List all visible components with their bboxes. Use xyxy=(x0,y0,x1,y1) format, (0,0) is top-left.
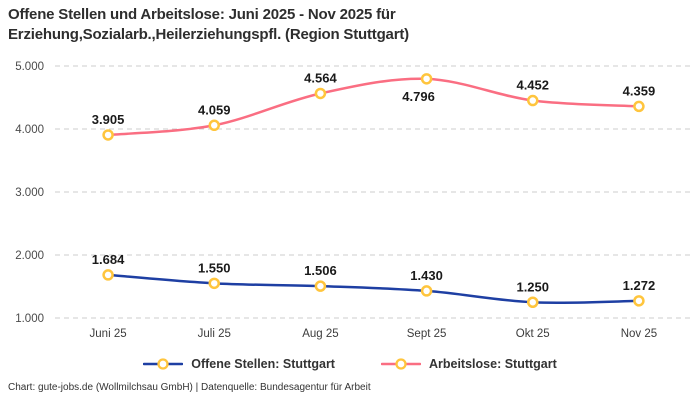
data-point-label: 1.430 xyxy=(410,268,443,283)
data-point-label: 1.684 xyxy=(92,252,125,267)
line-chart-plot: 1.000 2.000 3.000 4.000 5.000 Juni 25 Juli 25 A… xyxy=(15,61,692,340)
data-point-marker-offene-stellen-stuttgart[interactable] xyxy=(633,295,645,307)
legend-label: Arbeitslose: Stuttgart xyxy=(428,357,557,371)
data-point-label: 4.452 xyxy=(516,78,549,93)
x-axis-tick-label: Nov 25 xyxy=(621,328,657,340)
data-point-label: 1.550 xyxy=(198,260,231,275)
data-point-label: 3.905 xyxy=(92,112,125,127)
data-point-marker-offene-stellen-stuttgart[interactable] xyxy=(527,296,539,308)
y-axis-tick-label: 4.000 xyxy=(15,124,44,136)
y-axis-tick-label: 5.000 xyxy=(15,61,44,73)
y-axis-tick-label: 1.000 xyxy=(15,313,44,325)
data-point-label: 1.272 xyxy=(623,278,656,293)
data-point-marker-arbeitslose-stuttgart[interactable] xyxy=(420,73,433,85)
data-point-marker-offene-stellen-stuttgart[interactable] xyxy=(314,280,327,292)
y-axis-tick-label: 2.000 xyxy=(15,250,44,262)
legend-line-marker-icon xyxy=(143,358,184,370)
x-axis-tick-label: Okt 25 xyxy=(516,328,550,340)
data-point-marker-arbeitslose-stuttgart[interactable] xyxy=(314,87,327,100)
data-point-marker-arbeitslose-stuttgart[interactable] xyxy=(102,129,114,141)
data-point-label: 1.250 xyxy=(516,279,549,294)
chart-footer-credit: Chart: gute-jobs.de (Wollmilchsau GmbH) … xyxy=(8,382,371,393)
x-axis-tick-label: Juli 25 xyxy=(198,328,231,340)
chart-title-line-1: Offene Stellen und Arbeitslose: Juni 202… xyxy=(8,6,396,23)
series-line-arbeitslose-stuttgart xyxy=(106,77,641,137)
data-point-marker-offene-stellen-stuttgart[interactable] xyxy=(102,269,114,281)
data-point-marker-offene-stellen-stuttgart[interactable] xyxy=(208,277,220,290)
x-axis-tick-label: Aug 25 xyxy=(302,328,338,340)
legend-item-arbeitslose-stuttgart[interactable]: Arbeitslose: Stuttgart xyxy=(380,357,557,371)
legend-item-offene-stellen-stuttgart[interactable]: Offene Stellen: Stuttgart xyxy=(143,357,335,371)
data-point-label: 4.359 xyxy=(623,83,656,98)
data-point-marker-arbeitslose-stuttgart[interactable] xyxy=(208,119,220,132)
data-point-marker-offene-stellen-stuttgart[interactable] xyxy=(420,285,433,297)
data-point-label: 4.564 xyxy=(304,70,337,85)
data-point-label: 1.506 xyxy=(304,263,337,278)
legend-line-marker-icon xyxy=(380,358,421,370)
chart-legend: Offene Stellen: Stuttgart Arbeitslose: St… xyxy=(0,357,700,371)
data-point-label: 4.796 xyxy=(402,89,435,104)
series-line-offene-stellen-stuttgart xyxy=(106,273,641,305)
y-axis-tick-label: 3.000 xyxy=(15,187,44,199)
x-axis-tick-label: Sept 25 xyxy=(407,328,447,340)
legend-label: Offene Stellen: Stuttgart xyxy=(191,357,335,371)
chart-title: Offene Stellen und Arbeitslose: Juni 202… xyxy=(8,5,409,44)
data-point-marker-arbeitslose-stuttgart[interactable] xyxy=(633,100,645,113)
chart-title-line-2: Erziehung,Sozialarb.,Heilerziehungspfl. … xyxy=(8,25,409,43)
x-axis-tick-label: Juni 25 xyxy=(90,328,127,340)
data-point-marker-arbeitslose-stuttgart[interactable] xyxy=(527,94,539,107)
data-point-label: 4.059 xyxy=(198,102,231,117)
